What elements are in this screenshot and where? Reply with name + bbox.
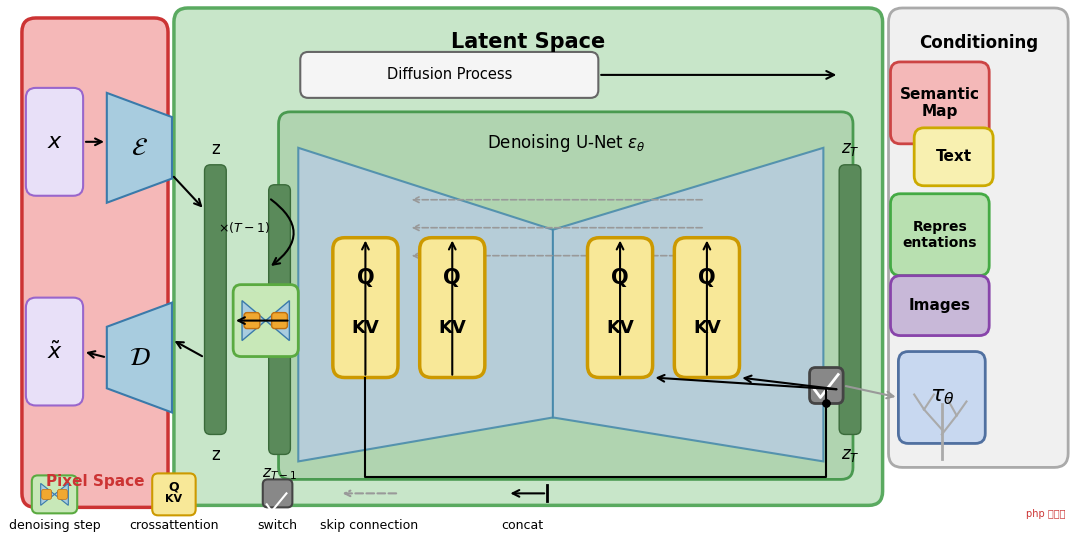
Text: $z_T$: $z_T$ [840,140,860,158]
Text: KV: KV [165,494,183,504]
Text: KV: KV [351,318,379,337]
Text: KV: KV [606,318,634,337]
Text: $\mathcal{D}$: $\mathcal{D}$ [129,346,150,369]
Text: Q: Q [611,267,629,288]
Text: Q: Q [444,267,461,288]
FancyBboxPatch shape [152,473,195,515]
Polygon shape [54,483,68,505]
Text: Semantic
Map: Semantic Map [900,87,980,119]
Polygon shape [107,303,172,413]
Text: $\tau_\theta$: $\tau_\theta$ [930,388,954,407]
Text: z: z [211,140,219,158]
Polygon shape [107,93,172,203]
FancyBboxPatch shape [26,297,83,406]
Text: $z_T$: $z_T$ [840,446,860,464]
Text: Q: Q [168,481,179,494]
Text: denoising step: denoising step [9,519,100,532]
FancyBboxPatch shape [57,489,67,500]
Text: switch: switch [257,519,298,532]
Text: $\times(T-1)$: $\times(T-1)$ [218,220,270,235]
FancyBboxPatch shape [31,475,77,513]
FancyBboxPatch shape [269,185,291,455]
Text: Denoising U-Net $\epsilon_\theta$: Denoising U-Net $\epsilon_\theta$ [486,132,645,154]
Text: skip connection: skip connection [321,519,418,532]
Text: crossattention: crossattention [130,519,218,532]
FancyBboxPatch shape [26,88,83,196]
Polygon shape [266,301,289,340]
Text: KV: KV [693,318,720,337]
FancyBboxPatch shape [333,237,399,377]
FancyBboxPatch shape [674,237,740,377]
Text: z: z [211,446,219,464]
FancyBboxPatch shape [233,285,298,356]
Text: Images: Images [909,298,971,313]
FancyBboxPatch shape [174,8,882,505]
Text: Q: Q [698,267,716,288]
FancyBboxPatch shape [204,165,226,435]
Text: php 中文网: php 中文网 [1026,509,1065,519]
FancyBboxPatch shape [272,312,287,329]
Text: Conditioning: Conditioning [919,34,1038,52]
FancyBboxPatch shape [42,489,52,500]
FancyBboxPatch shape [839,165,861,435]
Text: $\tilde{x}$: $\tilde{x}$ [46,340,63,362]
Text: $x$: $x$ [46,132,63,152]
Text: Pixel Space: Pixel Space [45,474,145,489]
FancyBboxPatch shape [891,193,989,276]
FancyBboxPatch shape [279,112,853,479]
FancyBboxPatch shape [914,128,994,186]
Text: concat: concat [501,519,543,532]
FancyBboxPatch shape [244,312,260,329]
Polygon shape [242,301,266,340]
Text: Q: Q [356,267,375,288]
FancyBboxPatch shape [262,479,293,508]
Text: Latent Space: Latent Space [451,32,606,52]
FancyBboxPatch shape [891,276,989,336]
Text: $z_{T-1}$: $z_{T-1}$ [261,466,297,482]
FancyBboxPatch shape [891,62,989,144]
FancyBboxPatch shape [889,8,1068,467]
FancyBboxPatch shape [22,18,168,508]
Polygon shape [298,148,553,461]
Text: Diffusion Process: Diffusion Process [387,68,512,83]
FancyBboxPatch shape [899,352,985,443]
FancyBboxPatch shape [588,237,652,377]
FancyBboxPatch shape [810,368,843,404]
Text: Repres
entations: Repres entations [903,220,977,250]
Text: KV: KV [438,318,467,337]
Text: Text: Text [935,150,972,165]
Text: $\mathcal{E}$: $\mathcal{E}$ [131,136,148,160]
FancyBboxPatch shape [300,52,598,98]
FancyBboxPatch shape [420,237,485,377]
Polygon shape [553,148,823,461]
Polygon shape [41,483,54,505]
